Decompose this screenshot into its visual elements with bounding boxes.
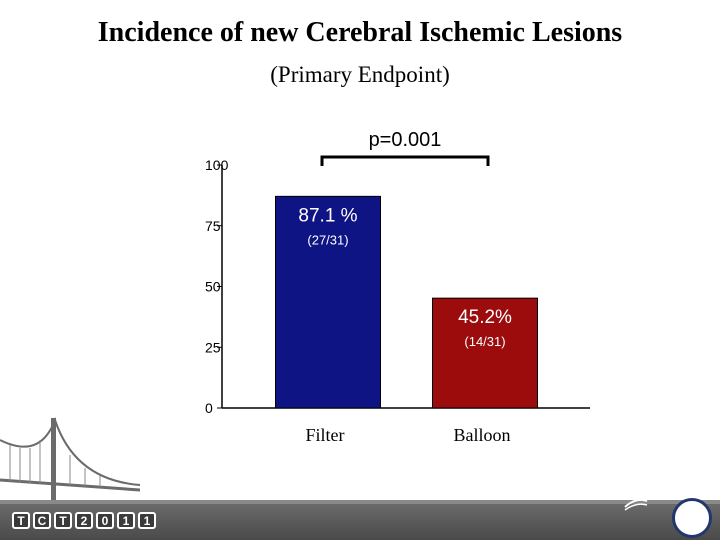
logo-letter: 1 [117,512,135,529]
x-tick-label: Filter [306,425,345,445]
logo-letter: 2 [75,512,93,529]
seal-icon [672,498,712,538]
y-tick-label: 100 [205,157,229,173]
logo-letter: 1 [138,512,156,529]
p-value-annotation: p=0.001 [369,129,442,151]
bar-value-label: 45.2% [458,307,512,328]
y-tick-label: 25 [205,339,221,355]
y-tick-label: 75 [205,218,221,234]
bar [275,195,381,409]
logo-letter: T [54,512,72,529]
tct-logo: T C T 2 0 1 1 [12,512,156,529]
logo-letter: 0 [96,512,114,529]
bar [432,297,538,409]
crf-logo-icon [600,497,672,514]
logo-letter: T [12,512,30,529]
logo-letter: C [33,512,51,529]
slide-title: Incidence of new Cerebral Ischemic Lesio… [97,17,623,48]
bar-fraction-label: (27/31) [307,232,348,247]
bar-chart: 0 25 50 75 100 87.1 % (27/31) Filter 45.2% (14/31… [205,129,590,445]
y-tick-label: 0 [205,400,213,416]
bridge-icon [0,417,140,500]
y-tick-label: 50 [205,279,221,295]
bar-value-label: 87.1 % [298,205,357,226]
x-tick-label: Balloon [454,425,511,445]
slide-subtitle: (Primary Endpoint) [270,62,450,87]
significance-bracket [320,155,490,166]
bar-fraction-label: (14/31) [464,334,505,349]
